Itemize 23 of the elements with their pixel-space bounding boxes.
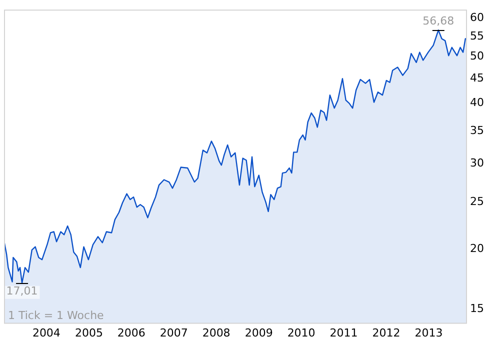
y-tick-label: 40 bbox=[470, 96, 484, 110]
x-tick-label: 2006 bbox=[117, 326, 146, 340]
x-tick-label: 2004 bbox=[32, 326, 60, 340]
x-tick-label: 2012 bbox=[372, 326, 400, 340]
x-tick-label: 2007 bbox=[160, 326, 188, 340]
annotation: 56,68 bbox=[422, 14, 454, 28]
annotation: 1 Tick = 1 Woche bbox=[8, 309, 104, 322]
x-tick-label: 2008 bbox=[202, 326, 230, 340]
y-tick-label: 25 bbox=[470, 194, 484, 208]
y-tick-label: 60 bbox=[470, 11, 484, 24]
y-tick-label: 20 bbox=[470, 242, 484, 255]
x-tick-label: 2013 bbox=[414, 326, 443, 340]
y-tick-label: 45 bbox=[470, 71, 484, 84]
y-tick-label: 55 bbox=[470, 29, 484, 42]
x-tick-label: 2010 bbox=[287, 326, 316, 340]
annotation: 17,01 bbox=[6, 284, 38, 298]
y-tick-label: 30 bbox=[470, 156, 484, 170]
y-tick-label: 35 bbox=[470, 124, 484, 138]
x-tick-label: 2009 bbox=[244, 326, 273, 340]
y-tick-label: 50 bbox=[470, 49, 484, 62]
x-tick-label: 2005 bbox=[74, 326, 103, 340]
x-tick-label: 2011 bbox=[330, 326, 358, 340]
y-tick-label: 15 bbox=[470, 302, 484, 316]
